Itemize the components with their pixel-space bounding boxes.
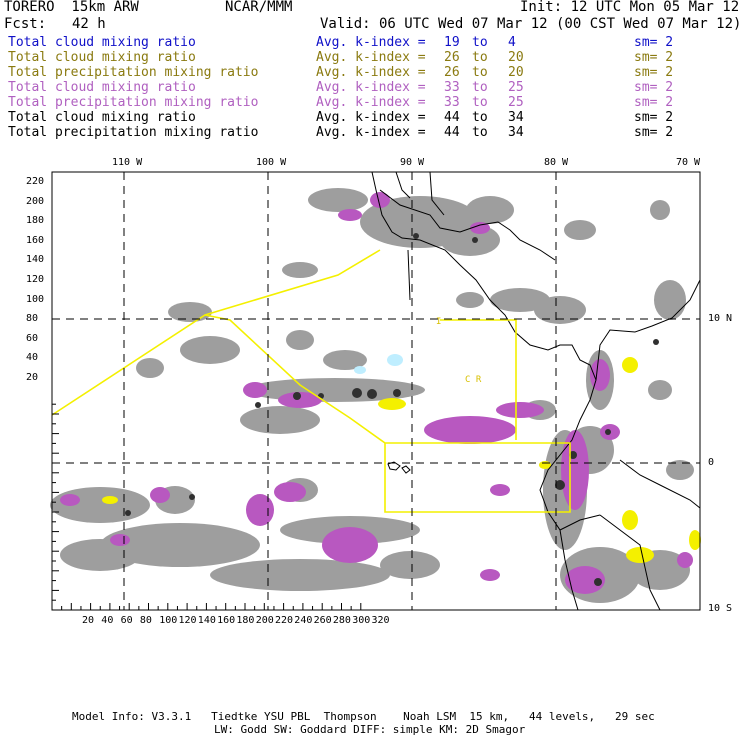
- bottom-axis-tick-label: 60: [120, 615, 133, 626]
- top-longitude-label: 100 W: [256, 157, 287, 168]
- region-mark: I: [436, 317, 442, 327]
- legend-kindex-from: 33: [444, 80, 460, 95]
- bottom-axis-tick-label: 160: [217, 615, 236, 626]
- legend-field: Total precipitation mixing ratio: [8, 125, 259, 140]
- model-info-line1: Model Info: V3.3.1 Tiedtke YSU PBL Thomp…: [72, 710, 655, 723]
- legend-kindex-to: 4: [508, 35, 516, 50]
- purple-cloud-layer: [60, 192, 693, 594]
- left-axis-tick-label: 200: [26, 195, 45, 207]
- left-axis-tick-label: 60: [26, 332, 39, 344]
- region-outlines: [51, 249, 571, 513]
- left-axis-tick-label: 220: [26, 176, 45, 187]
- cyan-cloud-layer: [354, 354, 403, 374]
- top-longitude-label: 70 W: [676, 157, 701, 168]
- bottom-axis-tick-label: 320: [371, 615, 390, 626]
- legend-field: Total cloud mixing ratio: [8, 80, 196, 95]
- left-axis-tick-label: 160: [26, 234, 45, 246]
- right-latitude-label: 10 S: [708, 603, 733, 614]
- legend-smoothing: sm= 2: [634, 50, 674, 65]
- legend-kindex: Avg. k-index =: [316, 50, 426, 65]
- legend-field: Total precipitation mixing ratio: [8, 95, 259, 110]
- init-time: Init: 12 UTC Mon 05 Mar 12: [520, 0, 740, 15]
- bottom-axis-tick-label: 140: [197, 615, 216, 626]
- forecast-label: Fcst:: [4, 16, 47, 32]
- bottom-axis-tick-label: 300: [352, 615, 371, 626]
- legend-kindex: Avg. k-index =: [316, 65, 426, 80]
- bottom-axis-tick-label: 40: [101, 615, 114, 626]
- legend-field: Total cloud mixing ratio: [8, 35, 196, 50]
- legend-smoothing: sm= 2: [634, 80, 674, 95]
- legend-kindex: Avg. k-index =: [316, 80, 426, 95]
- legend-to: to: [472, 65, 488, 80]
- legend-field: Total precipitation mixing ratio: [8, 65, 259, 80]
- right-latitude-label: 10 N: [708, 313, 733, 324]
- legend-field: Total cloud mixing ratio: [8, 110, 196, 125]
- bottom-axis-tick-label: 220: [275, 615, 294, 626]
- bottom-axis-tick-label: 120: [178, 615, 197, 626]
- legend-kindex-to: 20: [508, 50, 524, 65]
- legend-smoothing: sm= 2: [634, 65, 674, 80]
- legend-kindex-to: 34: [508, 110, 524, 125]
- legend-kindex-from: 44: [444, 110, 460, 125]
- bottom-axis-tick-label: 20: [82, 615, 95, 626]
- legend-kindex-from: 26: [444, 50, 460, 65]
- bottom-axis-tick-label: 100: [159, 615, 178, 626]
- bottom-axis-tick-label: 260: [313, 615, 332, 626]
- model-info-line2: LW: Godd SW: Goddard DIFF: simple KM: 2D…: [214, 723, 526, 736]
- left-axis-tick-label: 100: [26, 293, 45, 305]
- map-frame: [51, 171, 701, 611]
- legend-kindex-from: 19: [444, 35, 460, 50]
- legend-to: to: [472, 110, 488, 125]
- legend-kindex: Avg. k-index =: [316, 95, 426, 110]
- legend-kindex-to: 25: [508, 95, 524, 110]
- bottom-axis-tick-label: 80: [139, 615, 152, 626]
- legend-to: to: [472, 125, 488, 140]
- left-axis-tick-label: 120: [26, 274, 45, 285]
- deep-convection-cores: [125, 233, 659, 586]
- axis-ticks: [51, 403, 362, 611]
- legend-kindex-to: 34: [508, 125, 524, 140]
- coastlines: [371, 171, 701, 611]
- legend-kindex: Avg. k-index =: [316, 125, 426, 140]
- legend-smoothing: sm= 2: [634, 35, 674, 50]
- legend-to: to: [472, 80, 488, 95]
- legend-to: to: [472, 35, 488, 50]
- top-longitude-label: 90 W: [400, 157, 425, 168]
- legend-kindex-from: 33: [444, 95, 460, 110]
- bottom-axis-tick-label: 180: [236, 615, 255, 626]
- legend-smoothing: sm= 2: [634, 125, 674, 140]
- legend-kindex: Avg. k-index =: [316, 35, 426, 50]
- left-axis-tick-label: 80: [26, 313, 39, 325]
- lat-lon-grid: [52, 172, 700, 610]
- legend-kindex-from: 26: [444, 65, 460, 80]
- organization: NCAR/MMM: [225, 0, 293, 15]
- left-axis-tick-label: 40: [26, 352, 39, 364]
- bottom-axis-tick-label: 200: [255, 615, 274, 626]
- legend-kindex-from: 44: [444, 125, 460, 140]
- right-latitude-label: 0: [708, 457, 715, 468]
- legend-to: to: [472, 50, 488, 65]
- left-axis-tick-label: 20: [26, 372, 39, 383]
- left-axis-tick-label: 180: [26, 215, 45, 227]
- valid-time: Valid: 06 UTC Wed 07 Mar 12 (00 CST Wed …: [320, 16, 740, 32]
- top-longitude-label: 80 W: [544, 157, 569, 168]
- model-name: TORERO 15km ARW: [4, 0, 139, 15]
- legend-smoothing: sm= 2: [634, 110, 674, 125]
- region-label: C R: [465, 375, 482, 385]
- legend-to: to: [472, 95, 488, 110]
- left-axis-tick-label: 140: [26, 254, 45, 266]
- legend-kindex: Avg. k-index =: [316, 110, 426, 125]
- bottom-axis-tick-label: 280: [332, 615, 351, 626]
- legend-kindex-to: 20: [508, 65, 524, 80]
- legend-kindex-to: 25: [508, 80, 524, 95]
- legend-field: Total cloud mixing ratio: [8, 50, 196, 65]
- forecast-hours: 42 h: [72, 16, 106, 32]
- legend-smoothing: sm= 2: [634, 95, 674, 110]
- top-longitude-label: 110 W: [112, 157, 143, 168]
- bottom-axis-tick-label: 240: [294, 615, 313, 626]
